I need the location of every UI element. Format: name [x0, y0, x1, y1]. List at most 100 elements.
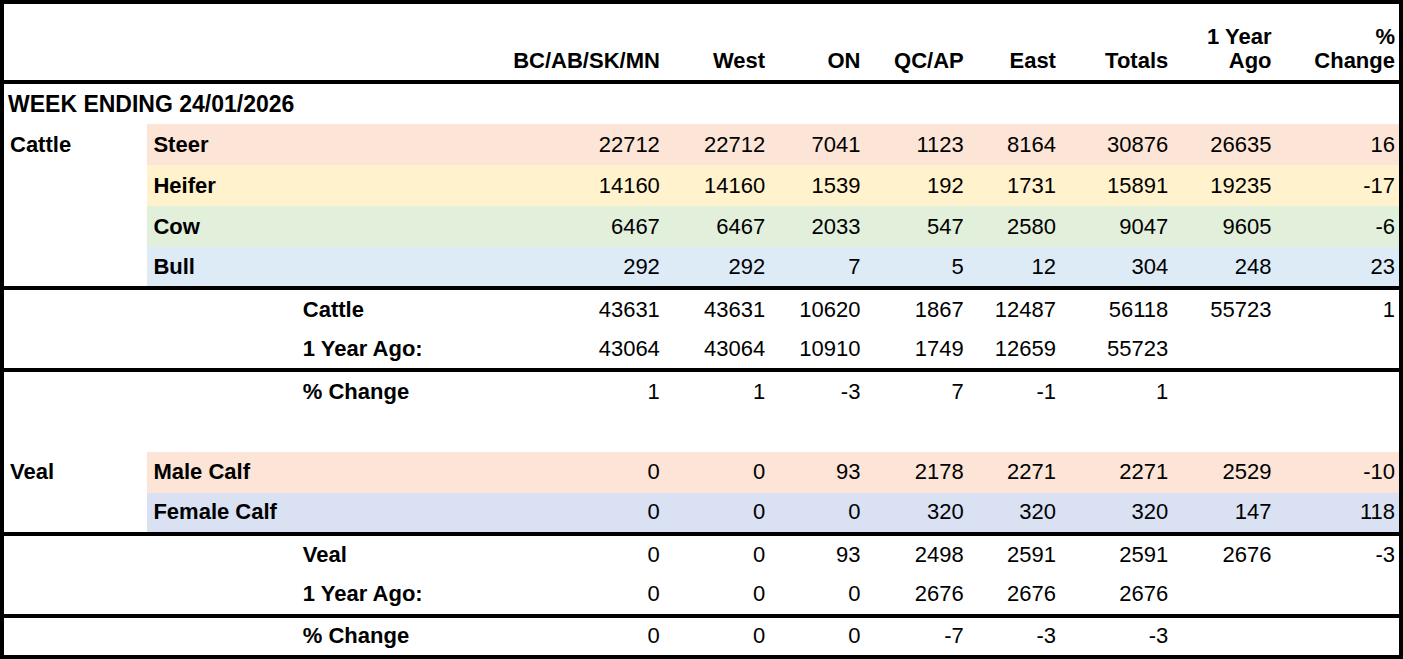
- value-cell: 1: [1281, 288, 1401, 329]
- value-cell: 43631: [669, 288, 774, 329]
- value-cell: 2498: [869, 534, 972, 575]
- value-cell: [1177, 575, 1280, 616]
- value-cell: [1177, 329, 1280, 370]
- summary-label: [293, 206, 479, 247]
- slaughter-table: BC/AB/SK/MN West ON QC/AP East Totals 1 …: [0, 0, 1403, 659]
- value-cell: 56118: [1065, 288, 1177, 329]
- value-cell: 292: [669, 247, 774, 288]
- value-cell: 15891: [1065, 165, 1177, 206]
- row-cow: Cow646764672033547258090479605-6: [2, 206, 1401, 247]
- value-cell: 0: [478, 534, 669, 575]
- col-header-qc-ap: QC/AP: [869, 2, 972, 82]
- col-header-totals: Totals: [1065, 2, 1177, 82]
- value-cell: 0: [774, 575, 869, 616]
- value-cell: 2676: [1065, 575, 1177, 616]
- group-label: [2, 247, 147, 288]
- value-cell: [1177, 370, 1280, 411]
- value-cell: -10: [1281, 452, 1401, 493]
- group-label: Veal: [2, 452, 147, 493]
- value-cell: 2676: [1177, 534, 1280, 575]
- category-label: [147, 534, 292, 575]
- value-cell: 118: [1281, 493, 1401, 534]
- group-label: [2, 165, 147, 206]
- group-label: [2, 616, 147, 657]
- value-cell: 0: [669, 493, 774, 534]
- summary-label: [293, 493, 479, 534]
- row-cattle-year-ago: 1 Year Ago:43064430641091017491265955723: [2, 329, 1401, 370]
- summary-label: % Change: [293, 616, 479, 657]
- value-cell: [1281, 329, 1401, 370]
- group-label: [2, 370, 147, 411]
- summary-label: [293, 165, 479, 206]
- value-cell: 9605: [1177, 206, 1280, 247]
- value-cell: 55723: [1065, 329, 1177, 370]
- value-cell: 2580: [973, 206, 1065, 247]
- value-cell: 16: [1281, 124, 1401, 165]
- value-cell: 304: [1065, 247, 1177, 288]
- value-cell: 43631: [478, 288, 669, 329]
- value-cell: 0: [478, 493, 669, 534]
- value-cell: 93: [774, 452, 869, 493]
- group-label: [2, 288, 147, 329]
- group-label: [2, 329, 147, 370]
- category-label: [147, 575, 292, 616]
- col-header-west: West: [669, 2, 774, 82]
- col-header-on: ON: [774, 2, 869, 82]
- value-cell: 320: [869, 493, 972, 534]
- value-cell: 1731: [973, 165, 1065, 206]
- group-label: [2, 575, 147, 616]
- value-cell: 547: [869, 206, 972, 247]
- summary-label: 1 Year Ago:: [293, 575, 479, 616]
- value-cell: 0: [774, 616, 869, 657]
- category-label: Bull: [147, 247, 292, 288]
- value-cell: 147: [1177, 493, 1280, 534]
- value-cell: [1281, 575, 1401, 616]
- value-cell: 43064: [478, 329, 669, 370]
- value-cell: -17: [1281, 165, 1401, 206]
- value-cell: 12659: [973, 329, 1065, 370]
- value-cell: 23: [1281, 247, 1401, 288]
- value-cell: 192: [869, 165, 972, 206]
- value-cell: 10910: [774, 329, 869, 370]
- value-cell: 1: [478, 370, 669, 411]
- col-header-1-year-ago: 1 Year Ago: [1177, 2, 1280, 82]
- value-cell: 1123: [869, 124, 972, 165]
- row-spacer: [2, 412, 1401, 452]
- value-cell: 320: [1065, 493, 1177, 534]
- value-cell: 2033: [774, 206, 869, 247]
- value-cell: 0: [669, 452, 774, 493]
- value-cell: 19235: [1177, 165, 1280, 206]
- week-ending-label: WEEK ENDING 24/01/2026: [2, 82, 1401, 124]
- value-cell: 2676: [869, 575, 972, 616]
- group-label: [2, 493, 147, 534]
- empty-header: [293, 2, 479, 82]
- value-cell: 2676: [973, 575, 1065, 616]
- value-cell: 26635: [1177, 124, 1280, 165]
- row-veal-total: Veal00932498259125912676-3: [2, 534, 1401, 575]
- value-cell: 0: [478, 575, 669, 616]
- value-cell: 6467: [478, 206, 669, 247]
- category-label: [147, 288, 292, 329]
- value-cell: -3: [1281, 534, 1401, 575]
- value-cell: 1749: [869, 329, 972, 370]
- value-cell: [1281, 616, 1401, 657]
- value-cell: 2178: [869, 452, 972, 493]
- value-cell: 12487: [973, 288, 1065, 329]
- value-cell: 14160: [669, 165, 774, 206]
- value-cell: 9047: [1065, 206, 1177, 247]
- value-cell: 93: [774, 534, 869, 575]
- value-cell: 55723: [1177, 288, 1280, 329]
- value-cell: 22712: [669, 124, 774, 165]
- value-cell: 5: [869, 247, 972, 288]
- spacer-cell: [2, 412, 1401, 452]
- category-label: Female Calf: [147, 493, 292, 534]
- value-cell: 7041: [774, 124, 869, 165]
- row-veal-pct-change: % Change000-7-3-3: [2, 616, 1401, 657]
- value-cell: 2271: [1065, 452, 1177, 493]
- col-header-pct-change: % Change: [1281, 2, 1401, 82]
- value-cell: 0: [774, 493, 869, 534]
- empty-header: [147, 2, 292, 82]
- summary-label: Veal: [293, 534, 479, 575]
- value-cell: 1539: [774, 165, 869, 206]
- value-cell: 0: [669, 616, 774, 657]
